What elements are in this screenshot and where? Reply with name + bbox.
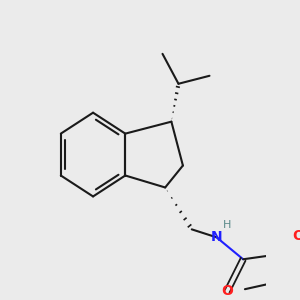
Text: O: O [221,284,233,298]
Text: O: O [292,229,300,243]
Text: H: H [223,220,231,230]
Text: N: N [211,230,222,244]
